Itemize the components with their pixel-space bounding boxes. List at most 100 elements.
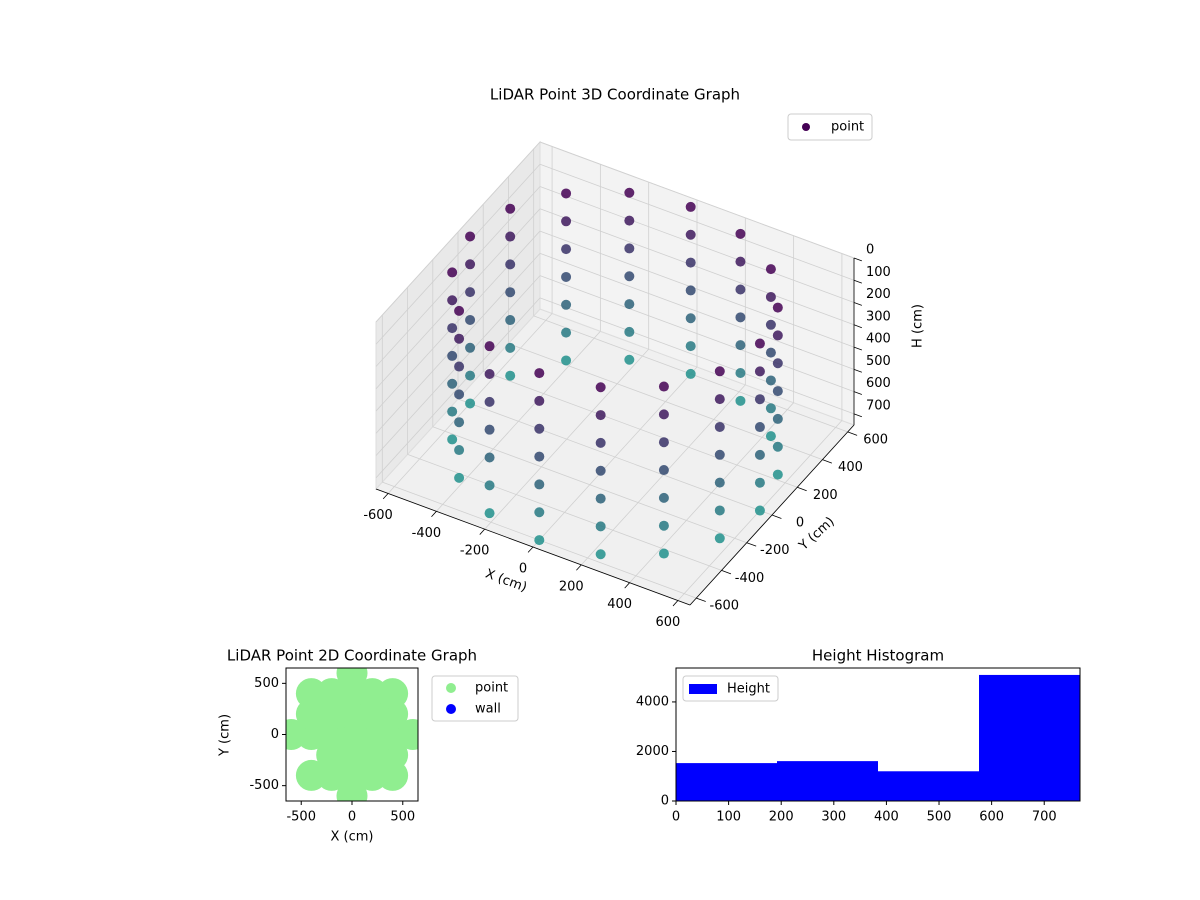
tick-mark xyxy=(527,546,534,553)
grid-line xyxy=(375,141,541,323)
x-tick-label: 300 xyxy=(821,810,846,825)
point xyxy=(595,437,606,448)
point xyxy=(505,231,516,242)
point xyxy=(754,394,765,405)
bar xyxy=(676,763,777,801)
point xyxy=(624,354,635,365)
tick-mark xyxy=(382,493,389,500)
tick-mark xyxy=(847,431,858,436)
point xyxy=(454,333,465,344)
tick-mark xyxy=(624,582,630,589)
point xyxy=(765,375,776,386)
point xyxy=(505,287,516,298)
point xyxy=(658,409,669,420)
grid-line xyxy=(432,426,747,544)
point xyxy=(447,406,458,417)
x-axis-line xyxy=(375,488,691,606)
point xyxy=(735,228,746,239)
point xyxy=(658,548,669,559)
tick-mark xyxy=(746,542,757,547)
grid-line xyxy=(539,186,855,303)
plot-area xyxy=(286,668,418,801)
axes-frame xyxy=(675,667,1081,802)
y-tick-label: -400 xyxy=(735,571,765,586)
grid-line xyxy=(483,370,798,488)
point xyxy=(561,355,572,366)
legend-box xyxy=(787,113,873,141)
point xyxy=(454,389,465,400)
point xyxy=(685,201,696,212)
y-tick-label: 2000 xyxy=(636,744,669,759)
y-tick-label: -200 xyxy=(760,543,790,558)
tick-mark xyxy=(576,564,582,571)
x-tick-label: -600 xyxy=(363,508,393,523)
point xyxy=(561,216,572,227)
bar xyxy=(777,761,878,801)
legend-patch xyxy=(689,684,717,694)
x-tick-label: -200 xyxy=(460,544,490,559)
point xyxy=(465,287,476,298)
point xyxy=(447,267,458,278)
point xyxy=(772,413,783,424)
point xyxy=(735,284,746,295)
point xyxy=(658,520,669,531)
point xyxy=(765,264,776,275)
z-tick-label: 700 xyxy=(866,398,891,413)
point xyxy=(454,305,465,316)
grid-line xyxy=(539,275,855,392)
point xyxy=(561,188,572,199)
point xyxy=(595,410,606,421)
y-tick-label: -600 xyxy=(710,599,740,614)
point xyxy=(624,243,635,254)
z-axis-label: H (cm) xyxy=(911,304,926,348)
point xyxy=(658,492,669,503)
y-tick-label: 600 xyxy=(863,432,888,447)
x-tick-label: 500 xyxy=(390,810,415,825)
point xyxy=(447,350,458,361)
y-tick-label: 200 xyxy=(813,488,838,503)
point xyxy=(714,394,725,405)
y-tick-label: 4000 xyxy=(636,694,669,709)
tick-mark xyxy=(431,511,437,517)
x-tick-label: 400 xyxy=(607,597,632,612)
bar xyxy=(979,674,1080,801)
point xyxy=(534,451,545,462)
point xyxy=(447,295,458,306)
point xyxy=(484,452,495,463)
point xyxy=(505,342,516,353)
point xyxy=(534,507,545,518)
z-tick-label: 100 xyxy=(866,265,891,280)
point xyxy=(754,366,765,377)
tick-mark xyxy=(853,324,862,329)
grid-line xyxy=(457,398,773,516)
grid-line xyxy=(539,141,855,259)
point xyxy=(714,505,725,516)
legend-box xyxy=(431,675,519,722)
tick-mark xyxy=(721,570,732,575)
point xyxy=(772,302,783,313)
x-tick-label: 600 xyxy=(656,615,681,630)
point xyxy=(685,257,696,268)
x-tick-label: 0 xyxy=(519,562,527,577)
point xyxy=(534,535,545,546)
point xyxy=(561,299,572,310)
point xyxy=(484,396,495,407)
point xyxy=(595,382,606,393)
point xyxy=(765,291,776,302)
point xyxy=(534,368,545,379)
point xyxy=(772,330,783,341)
x-tick-label: -500 xyxy=(286,810,316,825)
y-tick-label: 0 xyxy=(661,794,669,809)
point xyxy=(465,342,476,353)
legend-label: point xyxy=(475,681,508,696)
point xyxy=(595,521,606,532)
point xyxy=(465,231,476,242)
point xyxy=(765,347,776,358)
x-tick-label: 600 xyxy=(979,810,1004,825)
x-tick-label: 400 xyxy=(874,810,899,825)
point xyxy=(685,285,696,296)
point xyxy=(714,533,725,544)
legend-label: Height xyxy=(727,682,770,697)
grid-line xyxy=(539,208,855,326)
grid-line xyxy=(539,163,855,281)
